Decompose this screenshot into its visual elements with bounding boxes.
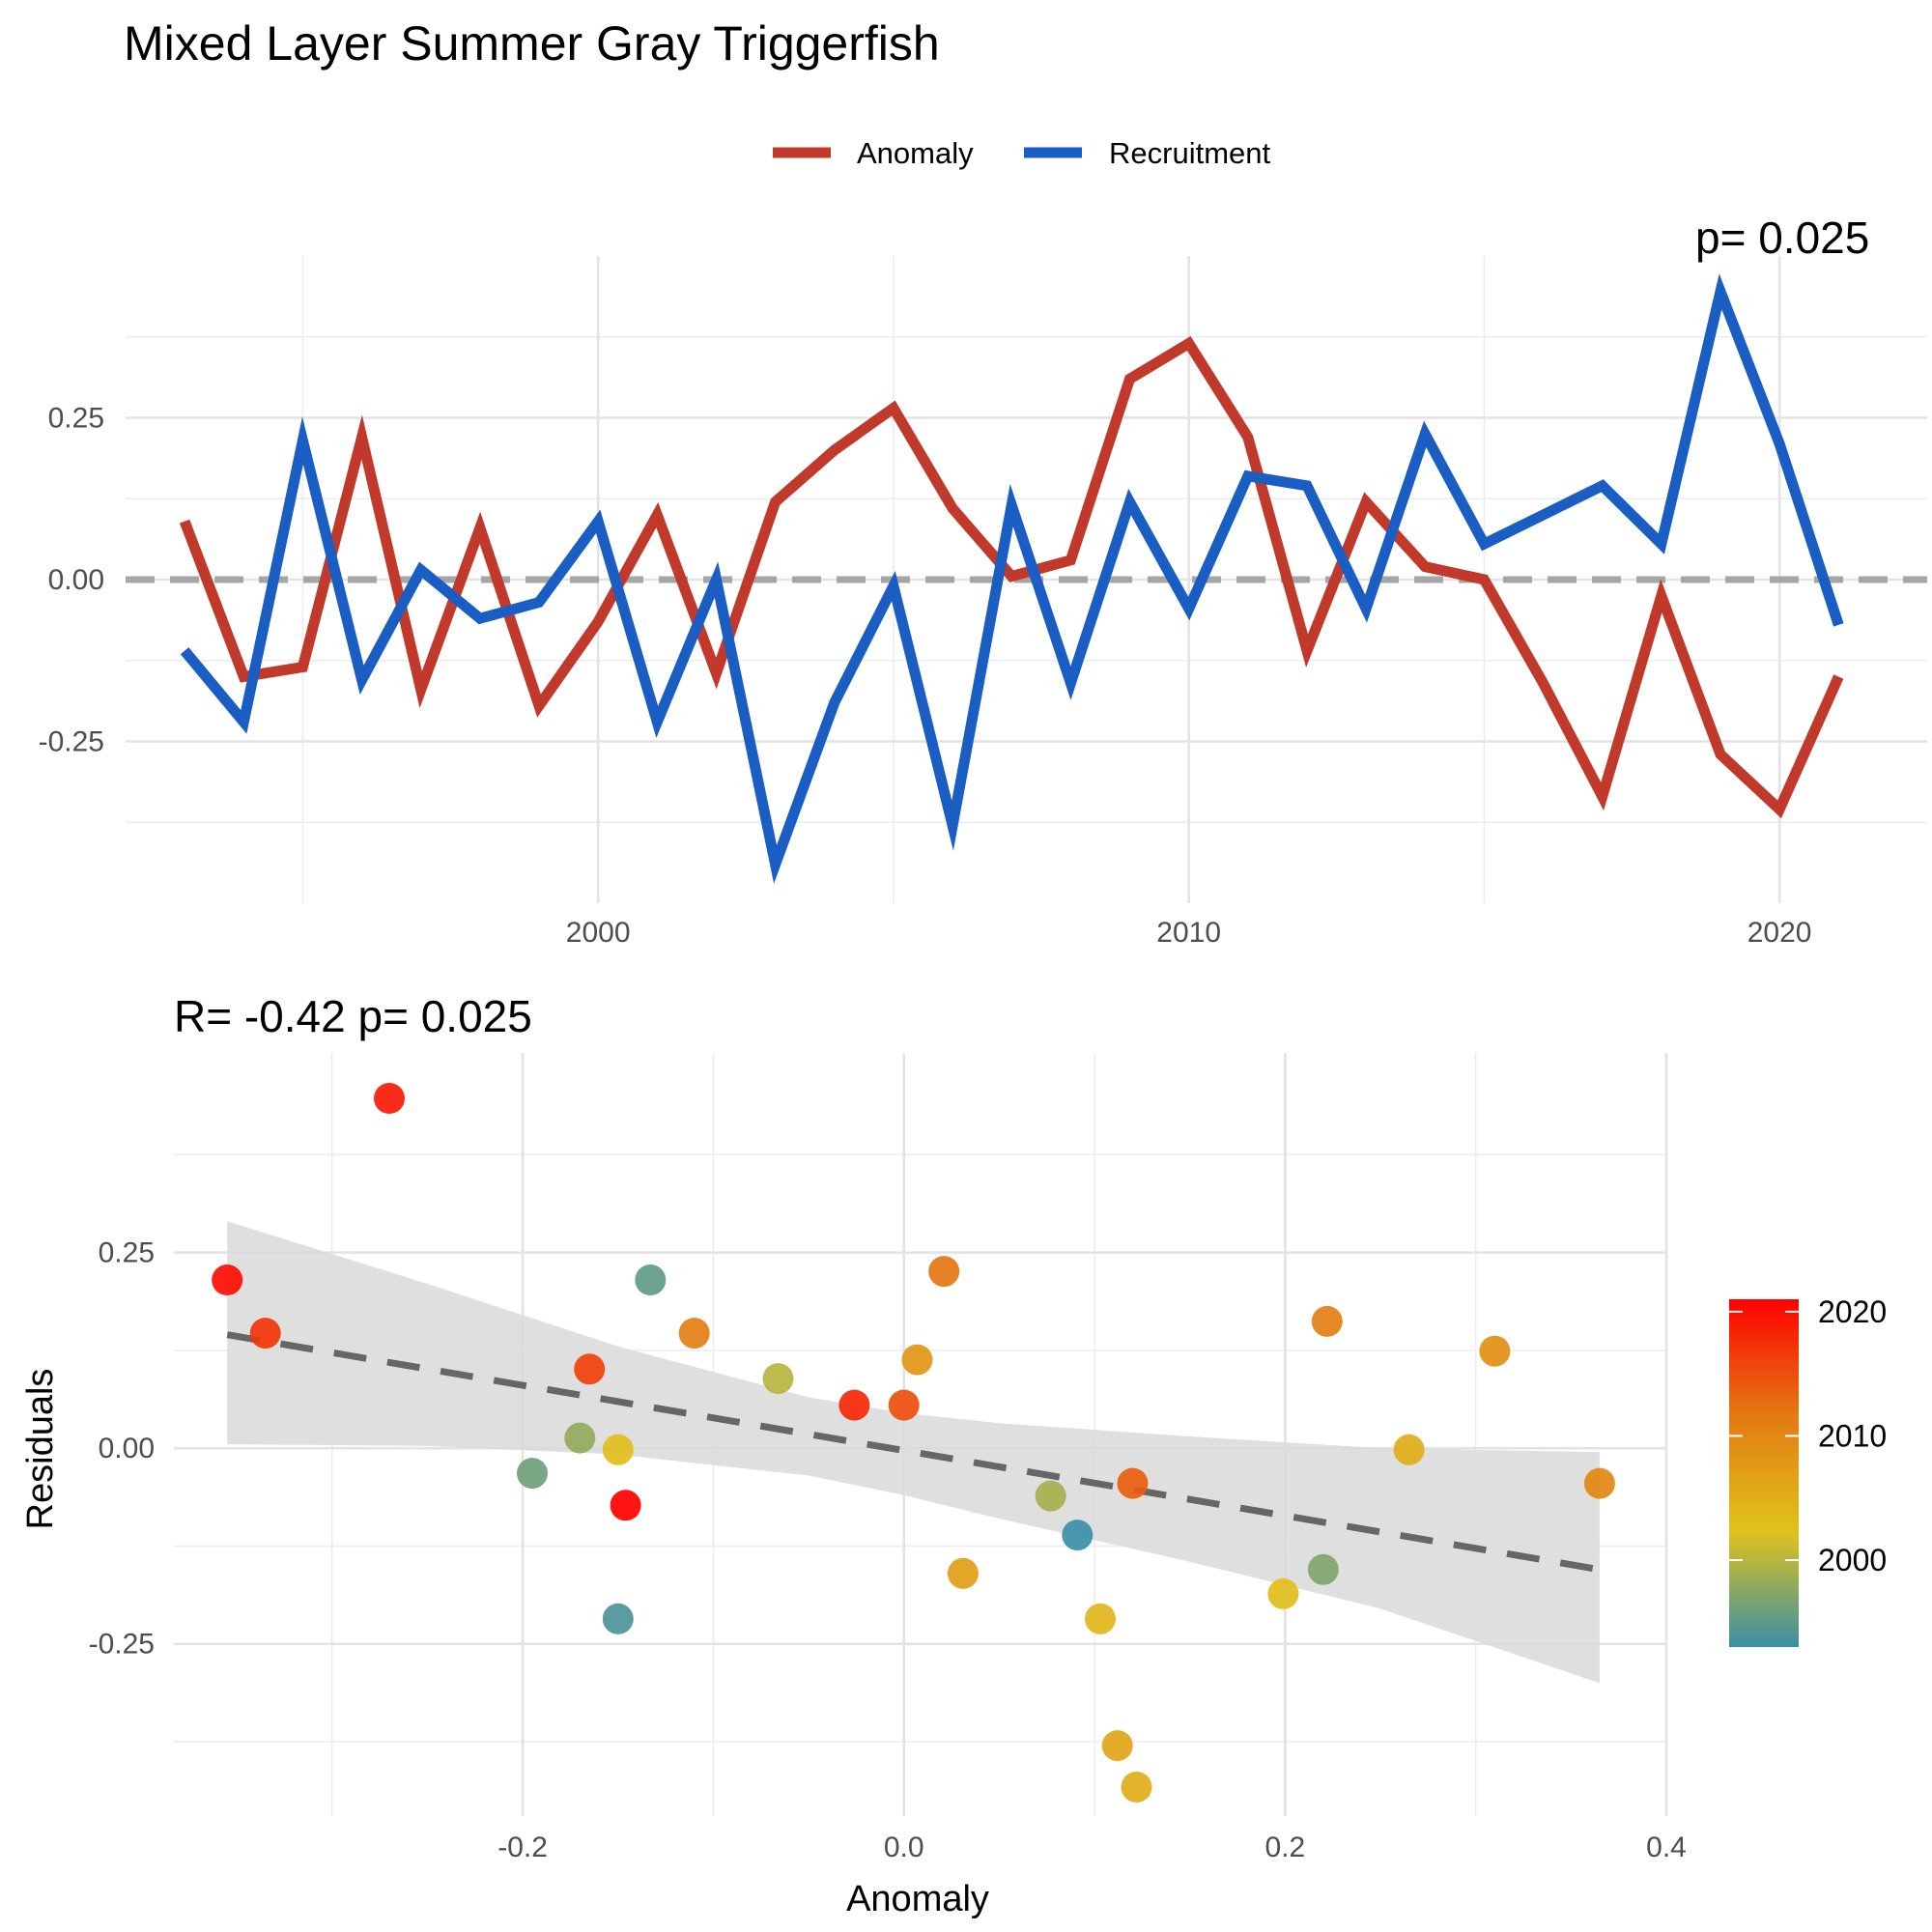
scatter-point [1267, 1577, 1299, 1609]
y-axis-title: Residuals [20, 1369, 61, 1530]
scatter-point [762, 1363, 794, 1395]
scatter-point [249, 1318, 281, 1350]
scatter-point [947, 1557, 979, 1589]
time-series-panel: -0.25 0.00 0.25 2000 2010 2020 p= 0.025 [39, 213, 1927, 949]
series-line-anomaly [179, 336, 1844, 819]
scatter-point [1583, 1467, 1615, 1499]
x-tick-label: 2000 [566, 917, 631, 949]
x-tick-label: 0.2 [1265, 1832, 1306, 1863]
scatter-point [610, 1490, 641, 1521]
x-tick-label: 0.0 [884, 1832, 924, 1863]
scatter-point [678, 1318, 710, 1350]
colorbar-tick-label: 2010 [1818, 1418, 1887, 1453]
scatter-point [602, 1603, 634, 1634]
scatter-point [1393, 1434, 1425, 1465]
x-tick-label: 2020 [1747, 917, 1812, 949]
legend-label-recruitment: Recruitment [1109, 136, 1270, 170]
scatter-point [1062, 1520, 1094, 1551]
scatter-point [838, 1389, 870, 1421]
scatter-y-ticks: -0.25 0.00 0.25 [89, 1237, 155, 1661]
y-tick-label: -0.25 [39, 726, 104, 758]
time-series-y-ticks: -0.25 0.00 0.25 [39, 403, 104, 758]
scatter-point [1121, 1772, 1152, 1803]
y-tick-label: 0.25 [99, 1237, 155, 1269]
scatter-subtitle: R= -0.42 p= 0.025 [174, 991, 532, 1041]
colorbar-gradient [1729, 1299, 1799, 1647]
scatter-point [1035, 1480, 1066, 1512]
scatter-point [574, 1353, 606, 1385]
scatter-panel: -0.25 0.00 0.25 -0.2 0.0 0.2 0.4 [89, 1053, 1687, 1863]
scatter-points [212, 1083, 1615, 1803]
scatter-point [1085, 1603, 1116, 1634]
scatter-point [374, 1083, 405, 1114]
scatter-point [1101, 1730, 1133, 1762]
confidence-band-area [227, 1221, 1600, 1684]
time-series-lines [126, 273, 1927, 884]
colorbar-tick-label: 2000 [1818, 1543, 1887, 1577]
colorbar-tick-label: 2020 [1818, 1294, 1887, 1329]
colorbar-ticks: 2000 2010 2020 [1729, 1294, 1887, 1577]
legend-label-anomaly: Anomaly [857, 136, 974, 170]
regression-line-path [226, 1331, 1601, 1574]
x-axis-title: Anomaly [846, 1879, 989, 1919]
scatter-point [212, 1264, 243, 1295]
y-tick-label: 0.00 [99, 1433, 155, 1464]
scatter-point [517, 1458, 548, 1490]
scatter-point [1307, 1553, 1339, 1585]
scatter-point [1479, 1335, 1511, 1367]
clipped-annotation: p= 0.025 [1695, 213, 1869, 263]
scatter-point [928, 1256, 960, 1288]
scatter-point [564, 1422, 596, 1454]
scatter-point [635, 1264, 667, 1295]
scatter-point [1117, 1467, 1149, 1499]
scatter-point [1311, 1305, 1343, 1337]
x-tick-label: 2010 [1156, 917, 1221, 949]
scatter-point [901, 1344, 933, 1376]
y-tick-label: -0.25 [89, 1629, 155, 1661]
scatter-point [602, 1434, 634, 1465]
series-line-recruitment [180, 273, 1844, 884]
x-tick-label: -0.2 [497, 1832, 548, 1863]
scatter-x-ticks: -0.2 0.0 0.2 0.4 [497, 1832, 1687, 1863]
regression-line [226, 1331, 1601, 1574]
legend: Anomaly Recruitment [773, 136, 1270, 170]
confidence-band [227, 1221, 1600, 1684]
y-tick-label: 0.25 [48, 403, 104, 435]
y-tick-label: 0.00 [48, 564, 104, 596]
x-tick-label: 0.4 [1646, 1832, 1687, 1863]
time-series-x-ticks: 2000 2010 2020 [566, 917, 1812, 949]
chart-title: Mixed Layer Summer Gray Triggerfish [124, 16, 940, 71]
scatter-point [888, 1389, 920, 1421]
colorbar: 2000 2010 2020 [1729, 1294, 1887, 1647]
